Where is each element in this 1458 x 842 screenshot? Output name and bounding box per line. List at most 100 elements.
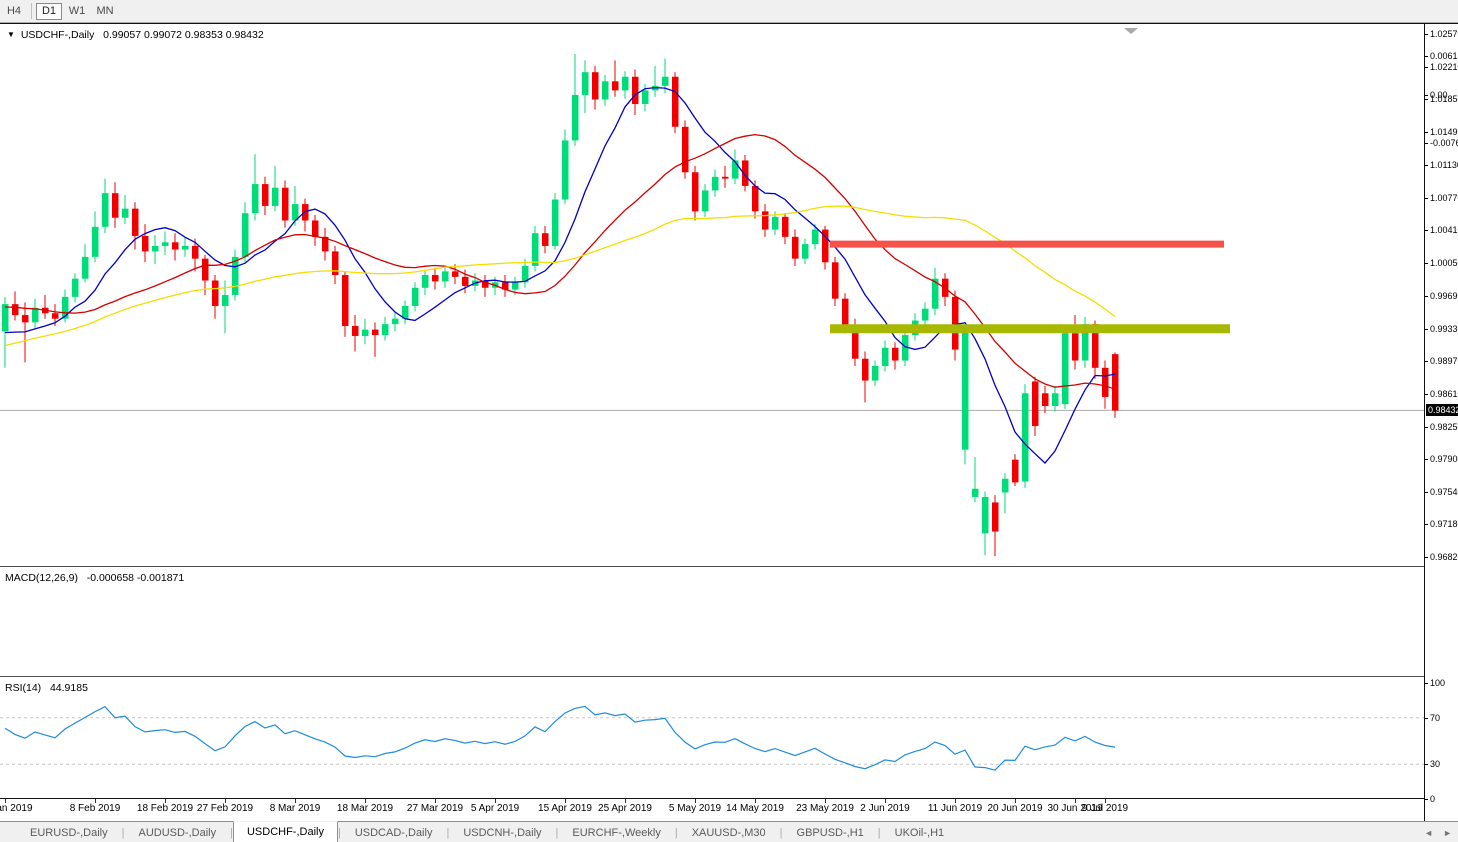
price-axis[interactable]: 0.98432 1.02570 1.02210 1.01850 1.01490 1.01… [1424, 24, 1458, 821]
price-tick-mark [1425, 263, 1428, 265]
date-tick-label: 18 Feb 2019 [136, 803, 194, 814]
date-tick-mark [225, 799, 226, 803]
date-tick-label: 14 May 2019 [726, 803, 784, 814]
tab-scroll-arrows: ◄ ► [1424, 822, 1452, 842]
toolbar-separator [31, 3, 32, 19]
date-tick-label: 25 Apr 2019 [598, 803, 652, 814]
date-tick-label: 8 Feb 2019 [69, 803, 121, 814]
rsi-line [4, 705, 1116, 771]
date-tick-label: 15 Apr 2019 [538, 803, 592, 814]
timeframe-button-mn[interactable]: MN [92, 3, 118, 20]
tab-usdchfdaily[interactable]: USDCHF-,Daily [232, 821, 338, 842]
price-tick-mark [1425, 230, 1428, 232]
date-tick-mark [1105, 799, 1106, 803]
tab-scroll-right-icon[interactable]: ► [1443, 827, 1452, 838]
timeframe-button-d1[interactable]: D1 [36, 2, 62, 20]
tab-eurchfweekly[interactable]: EURCHF-,Weekly [572, 826, 661, 839]
date-tick-mark [565, 799, 566, 803]
tab-eurusddaily[interactable]: EURUSD-,Daily [30, 826, 108, 839]
price-tick-mark [1425, 99, 1428, 101]
timeframe-button-w1[interactable]: W1 [64, 3, 90, 20]
tab-separator: | [121, 826, 125, 839]
date-tick-mark [435, 799, 436, 803]
price-tick-mark [1425, 295, 1428, 297]
price-tick-mark [1425, 557, 1428, 558]
tab-separator: | [230, 826, 233, 839]
tab-separator: | [674, 826, 678, 839]
symbol-tab-bar: EURUSD-,Daily | AUDUSD-,Daily | USDCHF-,Dail… [0, 821, 1458, 842]
date-tick-mark [1015, 799, 1016, 803]
date-tick-mark [295, 799, 296, 803]
date-tick-mark [95, 799, 96, 803]
price-tick-label: 1.00770 [1430, 192, 1458, 203]
date-tick-mark [5, 799, 6, 803]
date-tick-label: 2 Jun 2019 [860, 803, 910, 814]
panel-border [0, 798, 1458, 799]
date-tick-mark [1075, 799, 1076, 803]
rsi-tick-label: 0 [1430, 794, 1436, 804]
date-tick-label: 18 Mar 2019 [336, 803, 394, 814]
tab-separator: | [877, 826, 881, 839]
rsi-panel-surface[interactable] [0, 679, 1424, 798]
rsi-tick-mark [1425, 764, 1428, 766]
tab-separator: | [446, 826, 450, 839]
macd-tick-label: 0.00 [1430, 90, 1448, 100]
tab-ukoilh1[interactable]: UKOil-,H1 [894, 826, 945, 839]
price-tick-mark [1425, 458, 1428, 460]
macd-label: MACD(12,26,9) -0.000658 -0.001871 [5, 572, 185, 584]
price-tick-label: 1.01490 [1430, 127, 1458, 138]
date-tick-mark [495, 799, 496, 803]
date-tick-mark [365, 799, 366, 803]
date-tick-mark [755, 799, 756, 803]
price-tick-mark [1425, 132, 1428, 134]
main-chart-surface[interactable] [0, 24, 1424, 566]
date-tick-label: 27 Mar 2019 [406, 803, 464, 814]
date-tick-mark [165, 799, 166, 803]
tab-scroll-left-icon[interactable]: ◄ [1424, 827, 1434, 838]
candles-layer [2, 54, 1119, 557]
date-tick-label: 27 Feb 2019 [196, 803, 254, 814]
date-tick-label: 20 Jun 2019 [987, 803, 1043, 814]
date-tick-label: 5 May 2019 [668, 803, 722, 814]
rsi-tick-label: 100 [1430, 678, 1446, 688]
tab-usdcnhdaily[interactable]: USDCNH-,Daily [463, 826, 542, 839]
price-tick-mark [1425, 361, 1428, 363]
price-tick-mark [1425, 328, 1428, 330]
price-tick-mark [1425, 394, 1428, 396]
macd-tick-label: 0.00613 [1430, 51, 1458, 61]
rsi-tick-mark [1425, 799, 1428, 800]
chart-ohlc-values: 0.99057 0.99072 0.98353 0.98432 [103, 29, 264, 41]
price-tick-mark [1425, 34, 1428, 35]
macd-values: -0.000658 -0.001871 [86, 572, 185, 584]
price-tick-mark [1425, 164, 1428, 166]
timeframe-toolbar: H4 D1 W1 MN [0, 0, 1458, 23]
tab-audusddaily[interactable]: AUDUSD-,Daily [138, 826, 217, 839]
chart-title: ▼ USDCHF-,Daily 0.99057 0.99072 0.98353 … [7, 29, 264, 41]
timeframe-button-h4[interactable]: H4 [1, 3, 27, 20]
macd-panel-surface[interactable] [0, 569, 1424, 676]
macd-tick-mark [1425, 56, 1428, 57]
date-tick-mark [695, 799, 696, 803]
chart-dropdown-icon[interactable]: ▼ [7, 30, 15, 39]
chart-symbol-label: USDCHF-,Daily [20, 29, 95, 41]
rsi-value: 44.9185 [49, 682, 88, 694]
price-tick-label: 1.01850 [1430, 94, 1458, 105]
tab-xauusdm30[interactable]: XAUUSD-,M30 [691, 826, 766, 839]
current-price-badge: 0.98432 [1426, 404, 1458, 417]
date-tick-label: 23 May 2019 [796, 803, 854, 814]
date-tick-label: 8 Mar 2019 [269, 803, 321, 814]
tab-usdcaddaily[interactable]: USDCAD-,Daily [354, 826, 433, 839]
ma-line-fast [4, 86, 1116, 464]
ma-line-mid [4, 133, 1116, 390]
tab-gbpusdh1[interactable]: GBPUSD-,H1 [796, 826, 864, 839]
